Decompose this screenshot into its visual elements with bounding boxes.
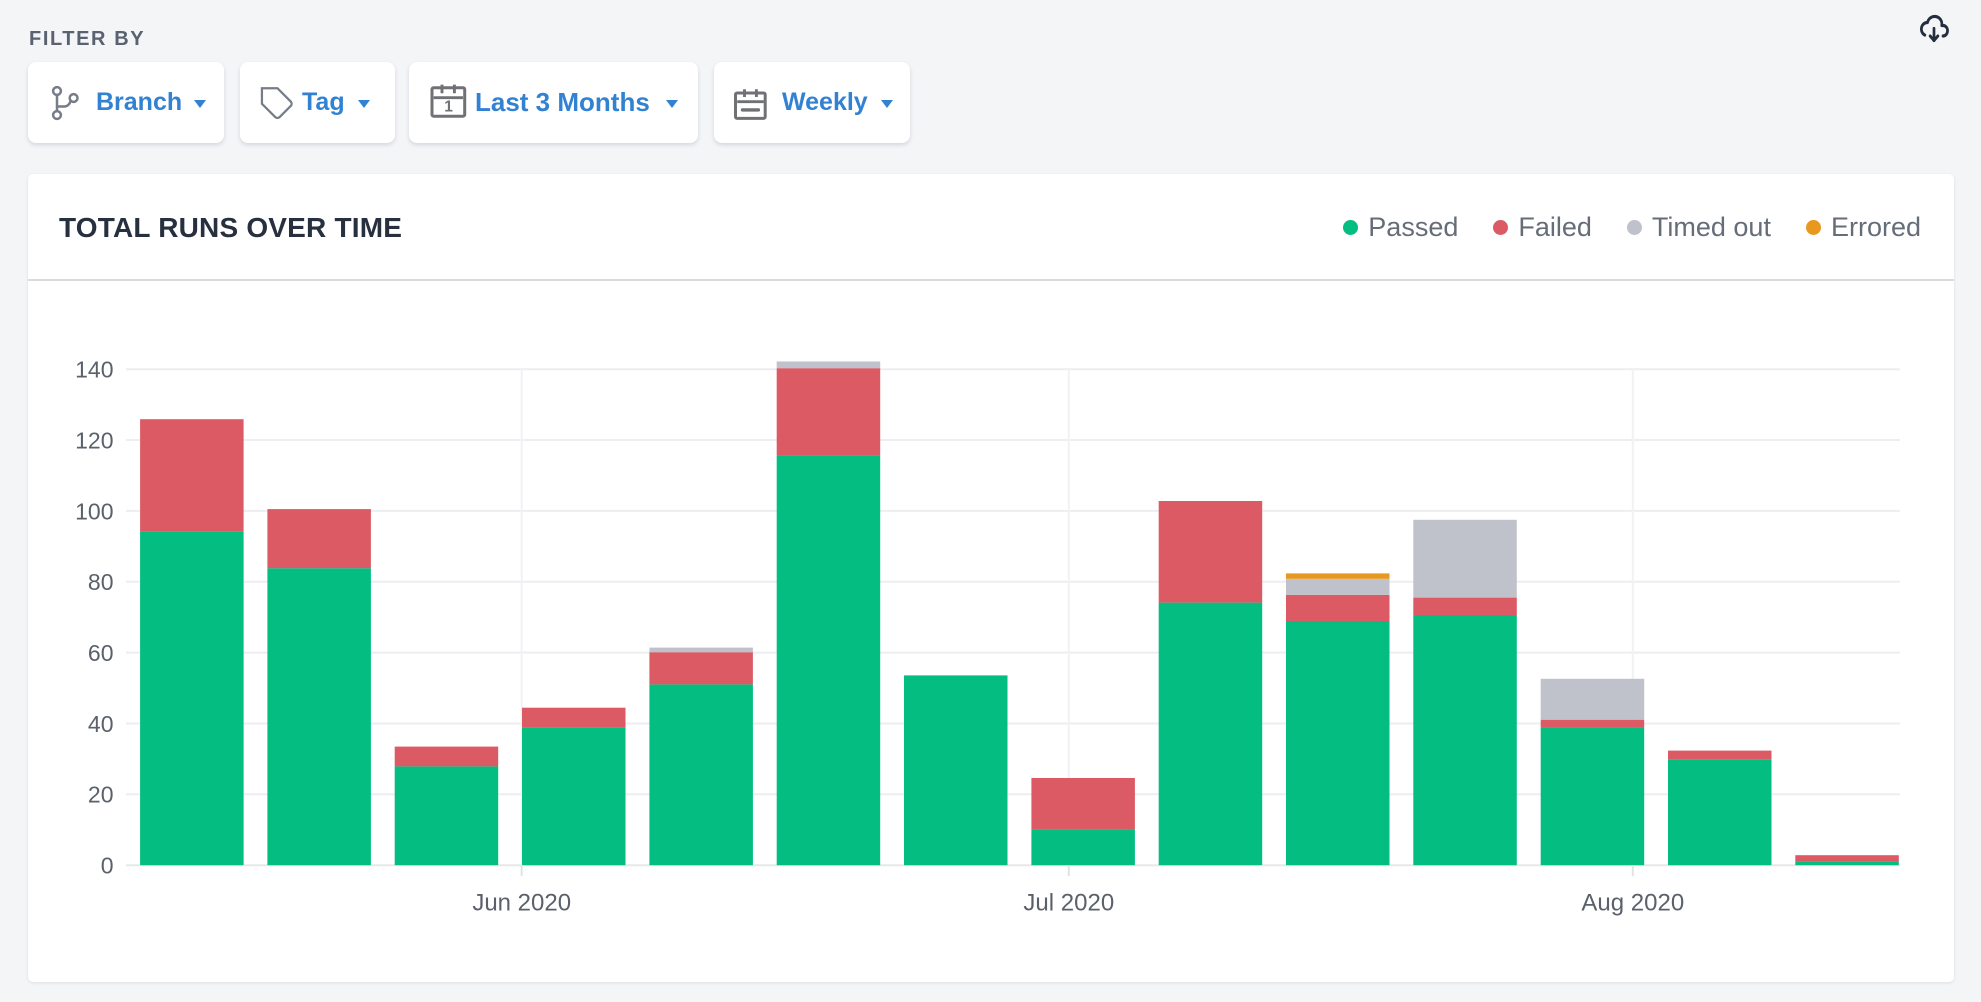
svg-text:40: 40 [88, 711, 114, 737]
svg-text:60: 60 [88, 640, 114, 666]
svg-text:80: 80 [88, 569, 114, 595]
svg-text:0: 0 [101, 853, 114, 879]
svg-text:140: 140 [75, 357, 113, 383]
svg-text:100: 100 [75, 498, 113, 524]
svg-text:20: 20 [88, 782, 114, 808]
svg-text:Aug 2020: Aug 2020 [1581, 890, 1684, 917]
svg-text:120: 120 [75, 427, 113, 453]
svg-text:Jun 2020: Jun 2020 [472, 890, 571, 917]
svg-text:1: 1 [444, 98, 453, 115]
svg-text:Jul 2020: Jul 2020 [1023, 890, 1114, 917]
